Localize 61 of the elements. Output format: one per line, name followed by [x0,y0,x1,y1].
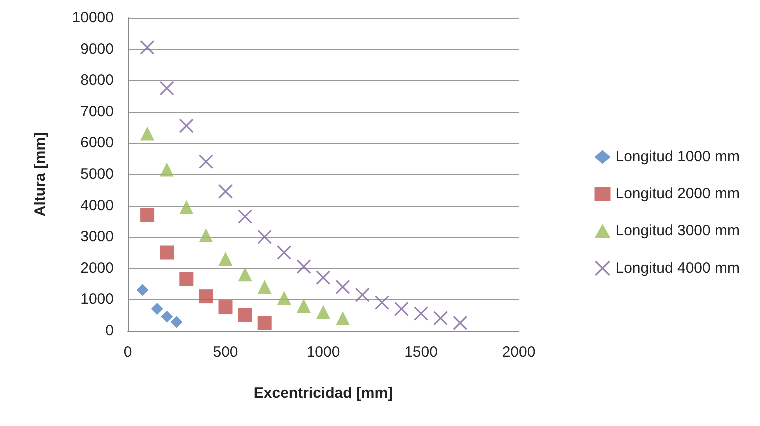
point [140,208,155,222]
point [170,316,183,328]
point [238,268,252,282]
point [160,246,174,260]
x-tick-label: 1500 [404,344,438,361]
y-axis-title: Altura [mm] [32,132,49,217]
point [414,306,429,322]
point [258,316,272,330]
point [198,154,214,170]
point [258,280,272,294]
x-tick-label: 1000 [306,344,340,361]
x-tick-label: 2000 [502,344,536,361]
point [316,305,330,320]
legend-label: Longitud 1000 mm [616,148,740,166]
y-tick-label: 2000 [80,260,114,277]
y-tick-label: 4000 [80,197,114,214]
point [336,280,350,294]
y-tick-label: 1000 [80,291,114,308]
y-tick-label: 5000 [80,166,114,183]
y-tick-label: 10000 [72,10,114,26]
point [277,291,292,306]
point [160,162,174,177]
point [394,302,409,316]
point [374,296,390,310]
y-tick-label: 9000 [80,40,114,58]
point [199,290,214,304]
x-tick-label: 0 [124,344,132,361]
x-tick-label: 500 [213,344,238,361]
point [355,288,370,302]
point [180,200,194,214]
point [316,270,331,286]
point [238,209,253,224]
point [277,245,292,260]
point [238,308,252,322]
legend-label: Longitud 3000 mm [616,222,740,240]
point [258,230,272,244]
y-tick-label: 8000 [80,72,114,90]
point [160,81,174,96]
point [151,303,164,316]
point [140,126,155,141]
y-tick-label: 6000 [80,134,114,152]
y-tick-label: 7000 [80,103,114,120]
point [434,311,448,326]
point [218,184,234,200]
point [180,272,194,286]
point [136,284,149,296]
point [179,118,194,134]
point [218,300,233,315]
y-tick-label: 3000 [80,228,114,246]
x-axis-title: Excentricidad [mm] [254,385,394,402]
point [199,228,214,243]
y-tick-label: 0 [106,322,114,340]
point [218,252,233,266]
point [140,40,155,56]
point [453,316,468,330]
legend-label: Longitud 2000 mm [616,186,740,203]
legend-label: Longitud 4000 mm [616,260,740,277]
point [336,311,350,326]
point [161,310,174,323]
point [296,298,311,313]
point [296,260,312,274]
